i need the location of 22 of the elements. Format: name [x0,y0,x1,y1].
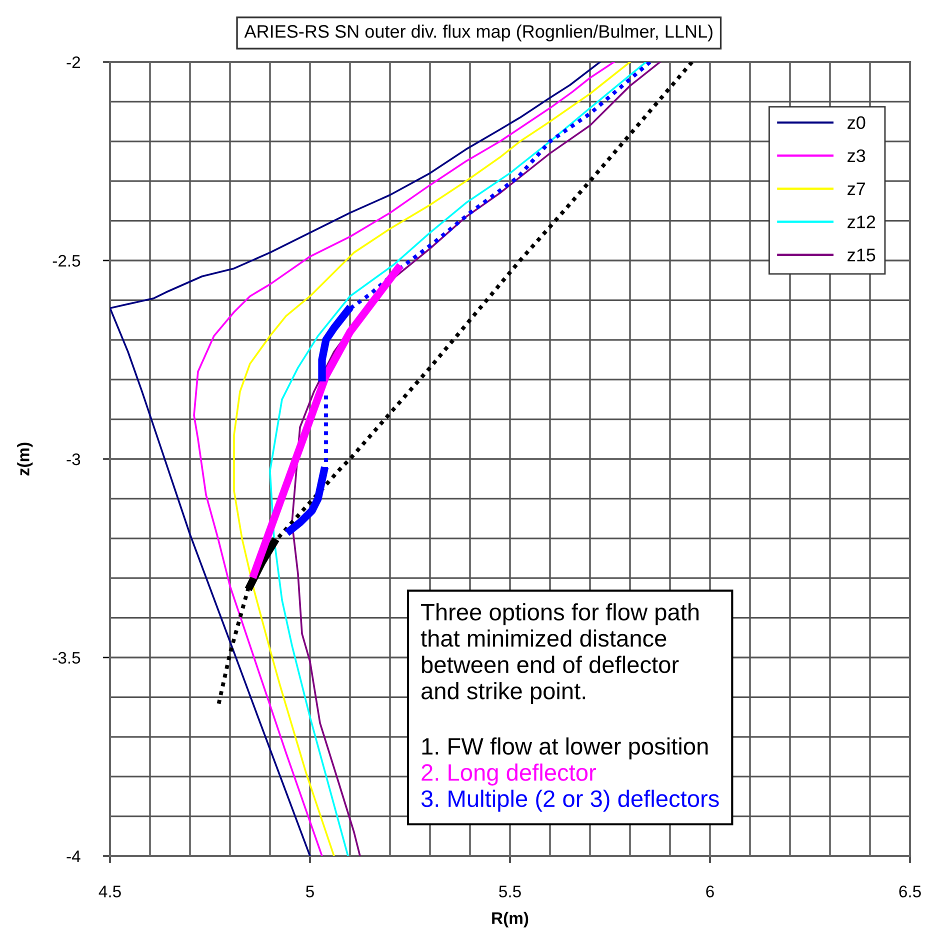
legend-label: z12 [848,216,876,228]
x-tick-label: 5.5 [499,886,521,898]
y-tick-label: -4 [66,850,80,862]
x-axis-title: R(m) [492,912,528,928]
annotation: Three options for flow path that minimized distance between end of deflector and strike point. [420,603,699,704]
x-tick-label: 4.5 [98,886,121,898]
x-tick-label: 5 [306,886,314,898]
y-tick-label: -3.5 [52,652,80,664]
x-tick-label: 6 [706,886,714,898]
y-tick-label: -2 [66,56,80,68]
legend-label: z7 [848,182,865,196]
x-tick-label: 6.5 [899,886,921,898]
chart-title: ARIES-RS SN outer div. flux map (Rognlien/Bulmer, LLNL) [244,24,712,42]
y-tick-label: -3 [66,453,80,466]
y-tick-label: -2.5 [52,254,80,267]
annotation: 2. Long deflector [422,764,596,786]
legend-label: z15 [848,248,876,262]
annotation: 3. Multiple (2 or 3) deflectors [421,790,719,812]
legend-label: z0 [848,116,866,130]
y-axis-title: z(m) [17,442,33,476]
annotation: 1. FW flow at lower position [422,737,708,760]
legend-label: z3 [848,149,866,162]
